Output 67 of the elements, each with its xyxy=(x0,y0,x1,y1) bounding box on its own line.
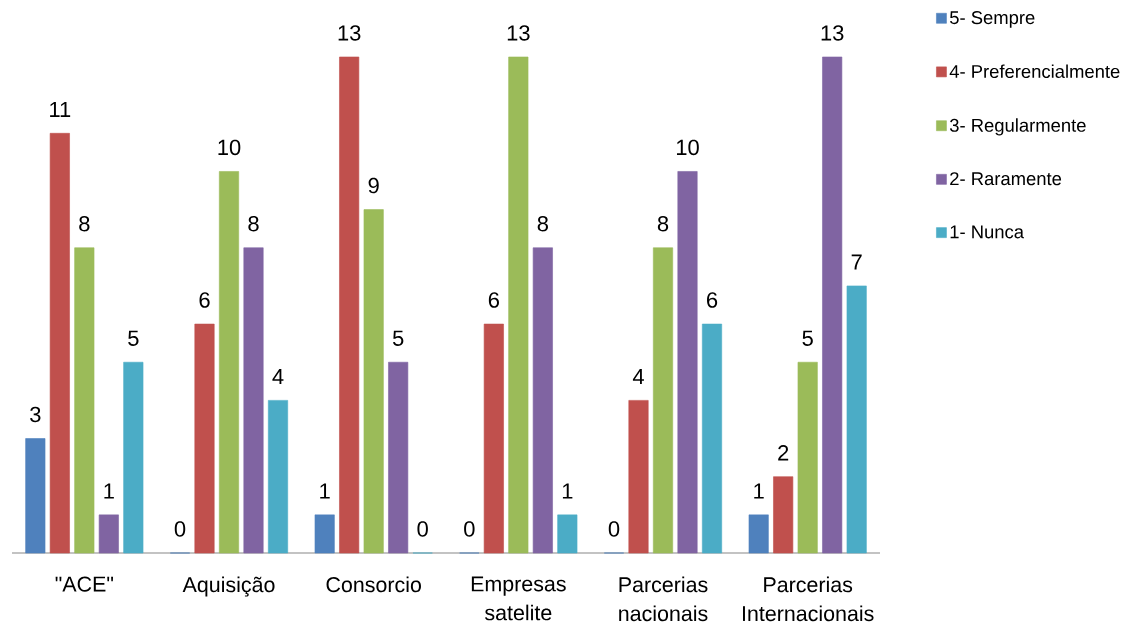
data-label: 3 xyxy=(30,406,41,423)
data-label: 0 xyxy=(174,521,186,537)
data-label: 5 xyxy=(128,330,139,346)
x-tick-label: Empresas satelite xyxy=(471,576,566,621)
data-label: 1 xyxy=(562,483,573,499)
bar xyxy=(653,247,674,554)
data-label: 0 xyxy=(608,521,620,537)
bar xyxy=(483,323,504,554)
legend-label: 1- Nunca xyxy=(950,225,1025,239)
legend-label: 2- Raramente xyxy=(950,172,1062,186)
bar xyxy=(508,56,529,554)
data-label: 8 xyxy=(79,215,90,232)
bar xyxy=(846,285,867,554)
bar xyxy=(49,133,70,554)
bar xyxy=(123,361,144,554)
data-label: 8 xyxy=(657,215,669,232)
data-label: 4 xyxy=(632,369,644,385)
x-tick-label: Consorcio xyxy=(326,576,421,593)
bar xyxy=(773,476,794,554)
bar xyxy=(339,56,360,554)
data-label: 13 xyxy=(821,25,844,41)
bar xyxy=(677,171,698,554)
data-label: 4 xyxy=(272,369,284,385)
data-label: 9 xyxy=(368,177,379,194)
data-label: 1 xyxy=(320,483,330,499)
data-label: 10 xyxy=(676,139,699,156)
data-label: 6 xyxy=(707,292,718,308)
bar xyxy=(25,438,46,554)
data-label: 6 xyxy=(488,292,499,308)
bar xyxy=(628,400,649,554)
bar xyxy=(822,56,843,554)
data-label: 11 xyxy=(50,101,71,117)
bar xyxy=(748,514,769,554)
data-label: 0 xyxy=(464,521,475,537)
bar xyxy=(702,323,723,554)
data-label: 5 xyxy=(802,330,813,346)
bar xyxy=(557,514,578,554)
data-label: 6 xyxy=(199,292,210,308)
data-label: 13 xyxy=(507,25,530,41)
bar xyxy=(532,247,553,554)
data-label: 8 xyxy=(537,215,548,232)
data-label: 5 xyxy=(392,330,404,346)
bar xyxy=(219,171,239,554)
bar xyxy=(268,400,288,554)
data-label: 10 xyxy=(218,139,241,156)
x-tick-label: Parcerias nacionais xyxy=(619,576,708,622)
x-tick-label: "ACE" xyxy=(55,576,114,592)
bar xyxy=(194,323,215,554)
bar xyxy=(74,247,95,554)
bar xyxy=(243,247,264,554)
legend-label: 3- Regularmente xyxy=(949,118,1086,136)
data-label: 2 xyxy=(778,445,789,461)
bar xyxy=(797,361,818,554)
data-label: 0 xyxy=(417,521,428,537)
bar xyxy=(388,361,409,554)
legend-label: 5- Sempre xyxy=(949,11,1035,28)
data-label: 1 xyxy=(104,483,114,499)
bar xyxy=(363,209,384,554)
data-label: 1 xyxy=(754,483,764,499)
x-tick-label: Aquisição xyxy=(182,576,275,597)
data-label: 13 xyxy=(338,25,361,41)
x-tick-label: Parcerias Internacionais xyxy=(742,576,874,622)
legend-label: 4- Preferencialmente xyxy=(949,64,1120,78)
data-label: 8 xyxy=(248,215,259,232)
data-label: 7 xyxy=(851,254,862,270)
bar xyxy=(98,514,119,554)
bar xyxy=(314,514,335,554)
